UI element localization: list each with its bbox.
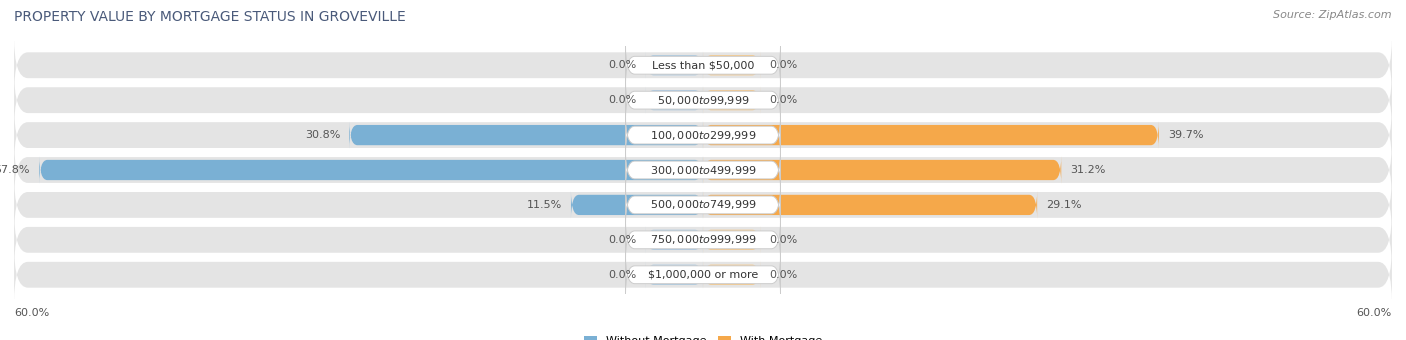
- FancyBboxPatch shape: [626, 46, 780, 84]
- Text: Less than $50,000: Less than $50,000: [652, 60, 754, 70]
- FancyBboxPatch shape: [626, 116, 780, 154]
- Text: 30.8%: 30.8%: [305, 130, 340, 140]
- FancyBboxPatch shape: [645, 51, 703, 80]
- FancyBboxPatch shape: [39, 156, 703, 184]
- FancyBboxPatch shape: [626, 256, 780, 294]
- Text: 31.2%: 31.2%: [1070, 165, 1105, 175]
- FancyBboxPatch shape: [703, 191, 1038, 219]
- Text: PROPERTY VALUE BY MORTGAGE STATUS IN GROVEVILLE: PROPERTY VALUE BY MORTGAGE STATUS IN GRO…: [14, 10, 406, 24]
- Text: $750,000 to $999,999: $750,000 to $999,999: [650, 233, 756, 246]
- FancyBboxPatch shape: [703, 121, 1159, 149]
- FancyBboxPatch shape: [626, 186, 780, 224]
- Text: 60.0%: 60.0%: [14, 308, 49, 318]
- Text: $500,000 to $749,999: $500,000 to $749,999: [650, 199, 756, 211]
- FancyBboxPatch shape: [626, 221, 780, 259]
- FancyBboxPatch shape: [14, 71, 1392, 129]
- FancyBboxPatch shape: [703, 156, 1062, 184]
- FancyBboxPatch shape: [703, 225, 761, 254]
- Text: 60.0%: 60.0%: [1357, 308, 1392, 318]
- Text: 57.8%: 57.8%: [0, 165, 30, 175]
- FancyBboxPatch shape: [14, 211, 1392, 269]
- Text: $1,000,000 or more: $1,000,000 or more: [648, 270, 758, 280]
- FancyBboxPatch shape: [14, 246, 1392, 304]
- FancyBboxPatch shape: [14, 141, 1392, 199]
- Text: $50,000 to $99,999: $50,000 to $99,999: [657, 94, 749, 107]
- Text: 0.0%: 0.0%: [769, 235, 797, 245]
- FancyBboxPatch shape: [703, 260, 761, 289]
- Text: 29.1%: 29.1%: [1046, 200, 1081, 210]
- FancyBboxPatch shape: [626, 81, 780, 119]
- FancyBboxPatch shape: [349, 121, 703, 149]
- Text: 0.0%: 0.0%: [609, 270, 637, 280]
- Text: 0.0%: 0.0%: [769, 60, 797, 70]
- Text: $100,000 to $299,999: $100,000 to $299,999: [650, 129, 756, 141]
- Text: 0.0%: 0.0%: [609, 95, 637, 105]
- FancyBboxPatch shape: [14, 36, 1392, 94]
- Text: Source: ZipAtlas.com: Source: ZipAtlas.com: [1274, 10, 1392, 20]
- FancyBboxPatch shape: [626, 151, 780, 189]
- FancyBboxPatch shape: [645, 260, 703, 289]
- FancyBboxPatch shape: [571, 191, 703, 219]
- FancyBboxPatch shape: [645, 86, 703, 115]
- FancyBboxPatch shape: [645, 225, 703, 254]
- FancyBboxPatch shape: [14, 176, 1392, 234]
- FancyBboxPatch shape: [703, 51, 761, 80]
- Text: 0.0%: 0.0%: [609, 235, 637, 245]
- FancyBboxPatch shape: [703, 86, 761, 115]
- Text: 0.0%: 0.0%: [769, 270, 797, 280]
- Text: 0.0%: 0.0%: [609, 60, 637, 70]
- FancyBboxPatch shape: [14, 106, 1392, 164]
- Text: $300,000 to $499,999: $300,000 to $499,999: [650, 164, 756, 176]
- Text: 11.5%: 11.5%: [526, 200, 562, 210]
- Text: 39.7%: 39.7%: [1168, 130, 1204, 140]
- Legend: Without Mortgage, With Mortgage: Without Mortgage, With Mortgage: [579, 331, 827, 340]
- Text: 0.0%: 0.0%: [769, 95, 797, 105]
